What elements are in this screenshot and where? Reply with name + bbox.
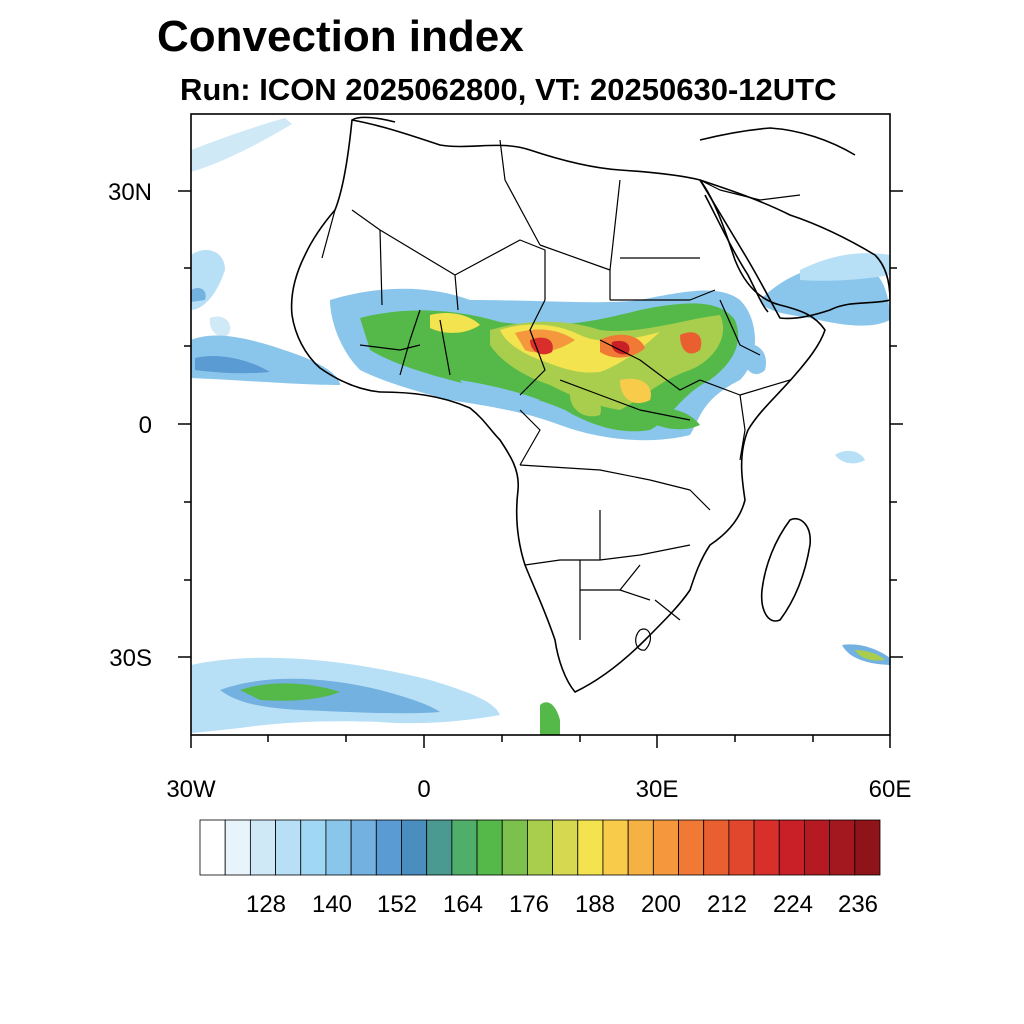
colorbar-swatch — [375, 819, 402, 876]
colorbar-swatch — [300, 819, 327, 876]
lon-label-0: 0 — [417, 776, 430, 803]
colorbar-swatch — [829, 819, 856, 876]
lon-label-30e: 30E — [636, 776, 679, 803]
colorbar-label: 176 — [509, 891, 549, 918]
lat-label-0: 0 — [139, 412, 152, 439]
colorbar-swatch — [577, 819, 604, 876]
colorbar-swatch — [703, 819, 730, 876]
colorbar-swatch — [753, 819, 780, 876]
colorbar-swatch — [627, 819, 654, 876]
coastlines — [290, 116, 890, 693]
colorbar-swatch — [804, 819, 831, 876]
colorbar-swatch — [401, 819, 428, 876]
plot-subtitle: Run: ICON 2025062800, VT: 20250630-12UTC — [180, 72, 837, 107]
colorbar-swatch — [199, 819, 226, 876]
colorbar-label: 140 — [312, 891, 352, 918]
plot-title: Convection index — [157, 12, 524, 61]
colorbar-swatch — [325, 819, 352, 876]
colorbar-swatch — [527, 819, 553, 876]
colorbar-swatch — [350, 819, 377, 876]
lon-label-60e: 60E — [869, 776, 912, 803]
colorbar-swatch — [476, 819, 503, 876]
colorbar-swatch — [778, 819, 805, 876]
colorbar-label: 236 — [838, 891, 878, 918]
axis-ticks — [178, 190, 903, 748]
colorbar-label: 164 — [443, 891, 483, 918]
colorbar-swatch — [854, 819, 881, 876]
colorbar-label: 200 — [641, 891, 681, 918]
colorbar-label: 188 — [575, 891, 615, 918]
colorbar-swatch — [501, 819, 528, 876]
colorbar-swatch — [426, 819, 453, 876]
colorbar-swatch — [602, 819, 629, 876]
colorbar-label: 212 — [707, 891, 747, 918]
colorbar-swatch — [249, 819, 276, 876]
colorbar-swatch — [652, 819, 679, 876]
colorbar-label: 224 — [773, 891, 813, 918]
colorbar-labels: 128 140 152 164 176 188 200 212 224 236 — [246, 891, 878, 918]
lat-label-30n: 30N — [108, 179, 152, 206]
lon-label-30w: 30W — [166, 776, 216, 803]
colorbar-swatch — [678, 819, 705, 876]
colorbar-swatch — [275, 819, 302, 876]
colorbar-swatch — [552, 819, 579, 876]
colorbar — [199, 819, 881, 876]
colorbar-label: 128 — [246, 891, 286, 918]
colorbar-swatch — [224, 819, 251, 876]
colorbar-swatch — [451, 819, 478, 876]
colorbar-swatch — [728, 819, 755, 876]
colorbar-label: 152 — [377, 891, 417, 918]
lat-label-30s: 30S — [109, 645, 152, 672]
